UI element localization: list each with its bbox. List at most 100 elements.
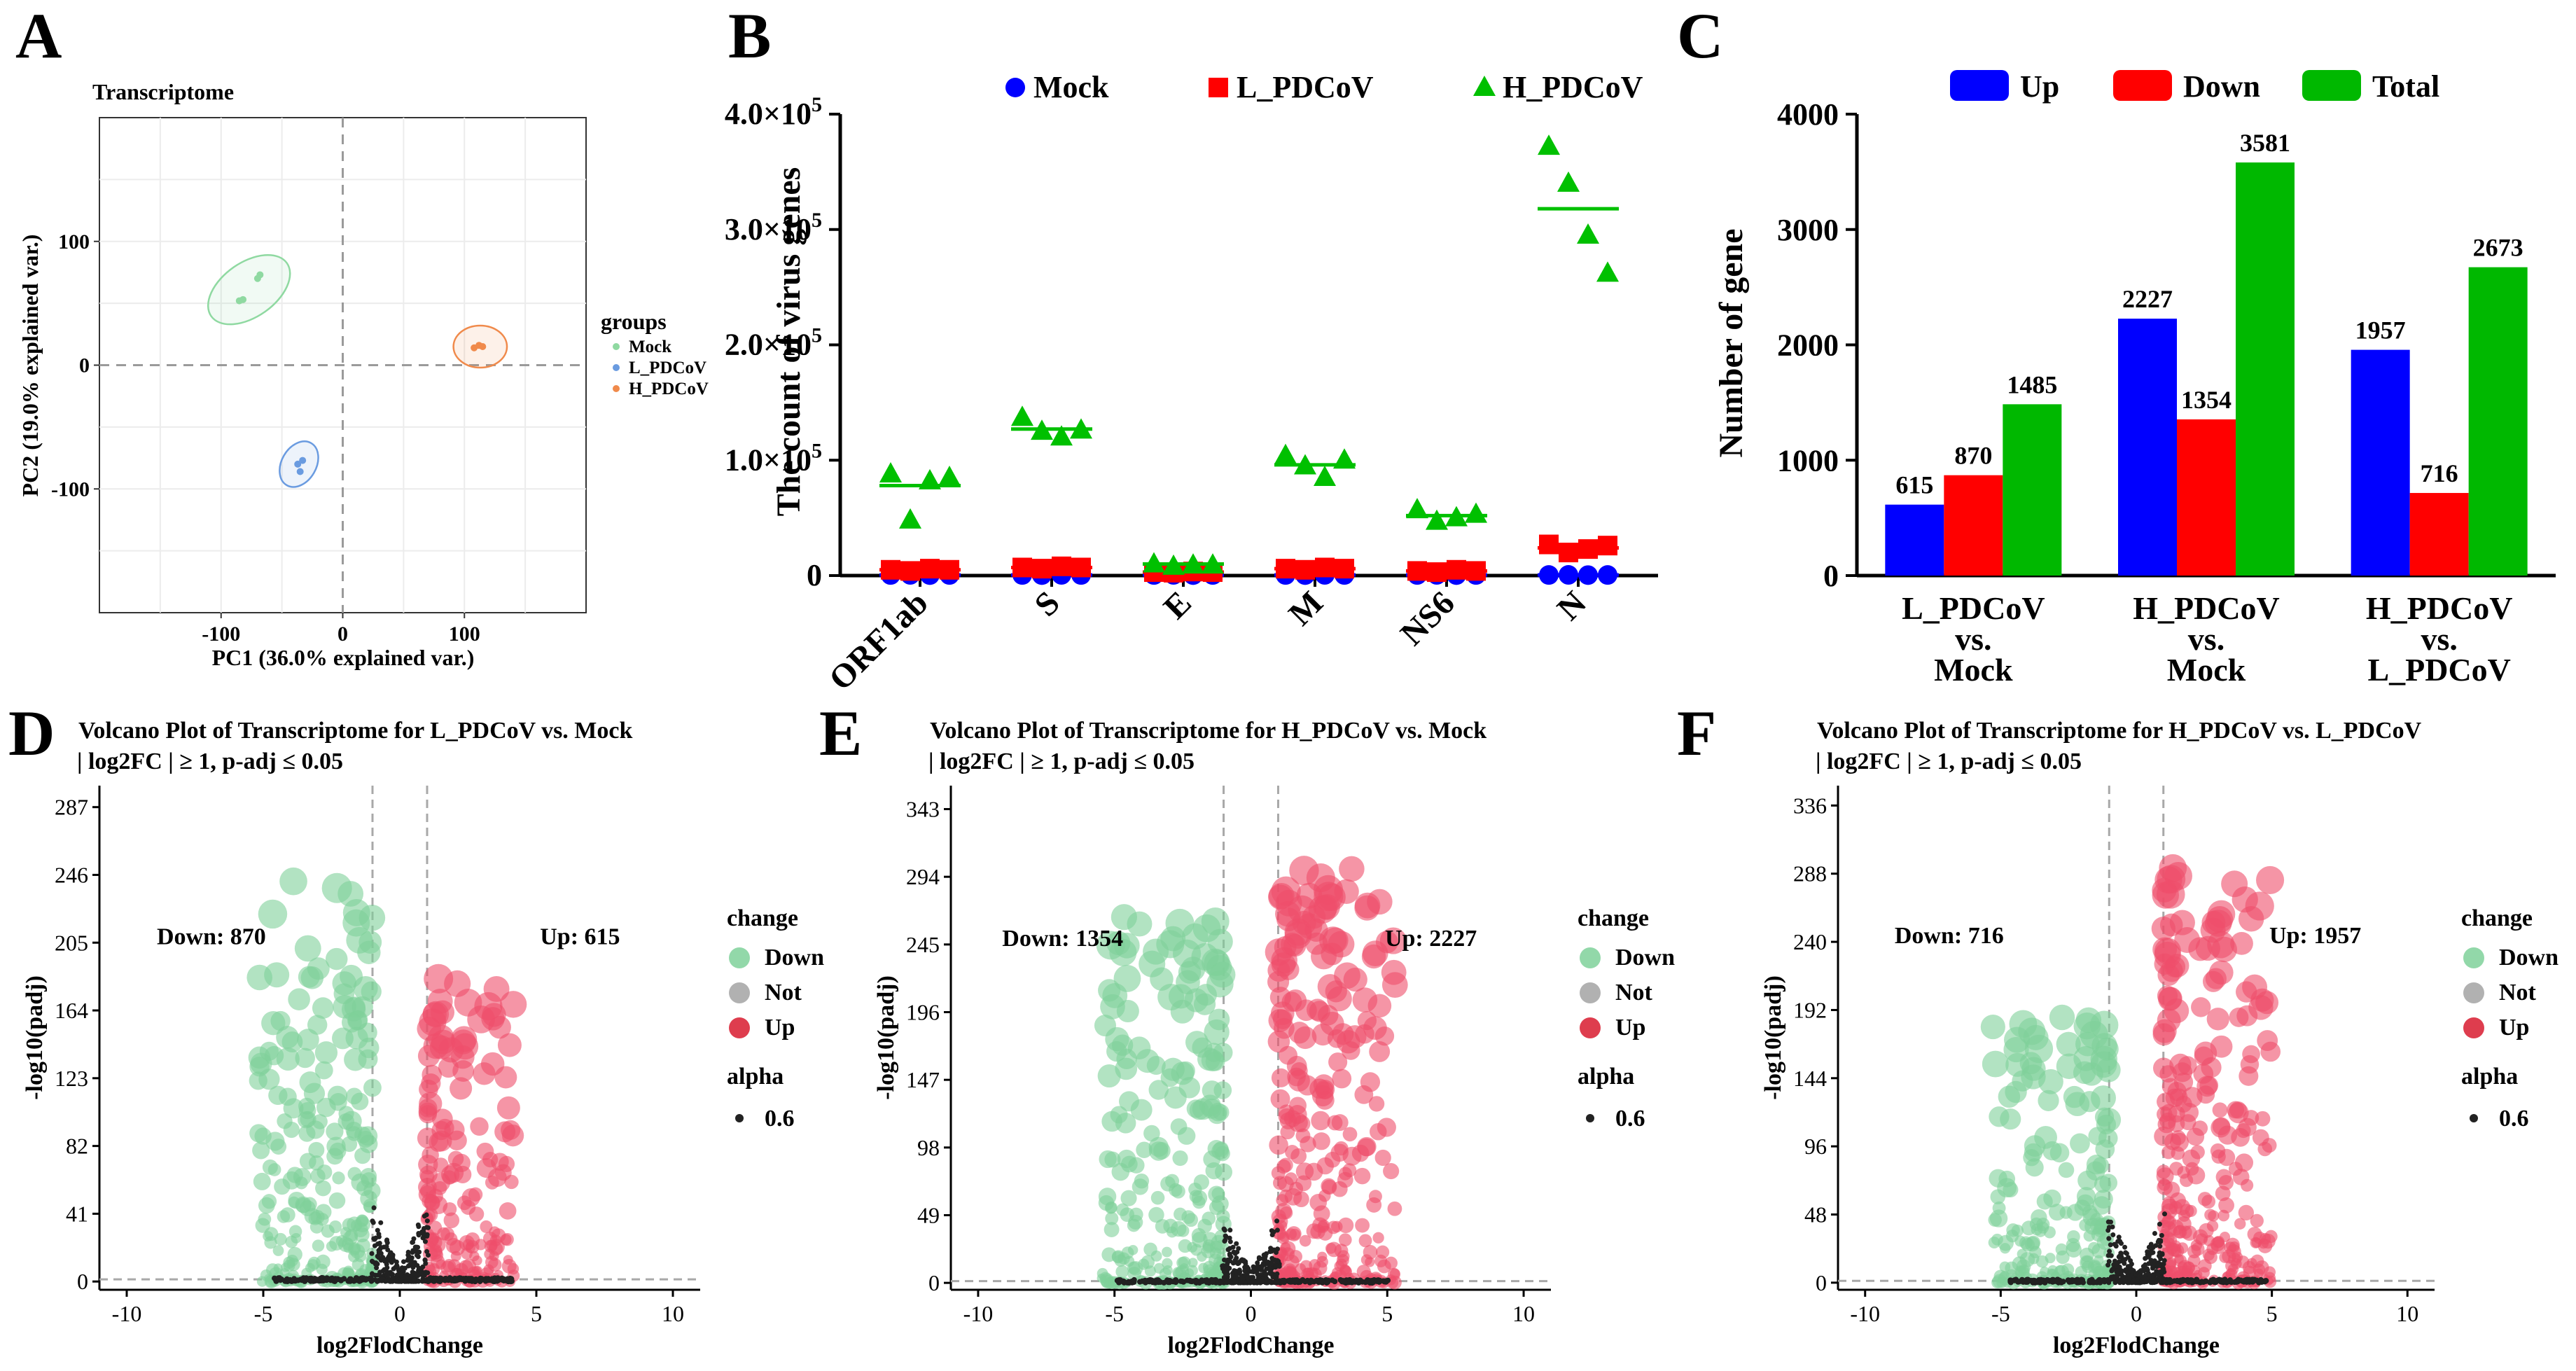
volcano-point-up xyxy=(2256,865,2285,894)
volcano-point-down xyxy=(2045,1253,2056,1264)
deg-bar-total xyxy=(2003,404,2062,576)
volcano-point-down xyxy=(2024,1237,2040,1252)
volcano-point-down xyxy=(297,1029,319,1051)
volcano-point-up xyxy=(2197,1192,2213,1206)
volcano-point-not xyxy=(2161,1261,2166,1267)
volcano-point-up xyxy=(1352,987,1378,1012)
volcano-point-up xyxy=(2238,1204,2255,1221)
volcano-point-not xyxy=(1237,1259,1242,1265)
volcano-point-up xyxy=(447,1150,464,1167)
volcano-point-down xyxy=(2088,1127,2107,1146)
volcano-legend-swatch xyxy=(1580,1017,1601,1038)
volcano-point-not xyxy=(1368,1278,1374,1284)
volcano-point-down xyxy=(1202,1239,1216,1252)
panel-label-b: B xyxy=(728,0,771,71)
volcano-point-up xyxy=(422,1146,439,1164)
volcano-point-down xyxy=(342,1230,358,1246)
volcano-point-up xyxy=(1276,1159,1291,1174)
volcano-point-not xyxy=(2108,1242,2113,1248)
volcano-point-up xyxy=(447,1130,467,1150)
volcano-ytick-label: 49 xyxy=(917,1202,940,1227)
volcano-point-down xyxy=(1208,1185,1225,1203)
volcano-point-up xyxy=(1276,1194,1289,1206)
deg-legend-label: Up xyxy=(2020,69,2059,104)
volcano-point-down xyxy=(268,1085,288,1106)
volcano-point-not xyxy=(1242,1280,1248,1286)
volcano-subtitle: | log2FC | ≥ 1, p-adj ≤ 0.05 xyxy=(1816,749,2082,774)
volcano-point-down xyxy=(258,899,288,929)
volcano-point-down xyxy=(2058,1162,2075,1178)
volcano-point-not xyxy=(2143,1255,2148,1261)
volcano-point-down xyxy=(2038,1090,2059,1111)
volcano-point-up xyxy=(2190,1145,2205,1160)
volcano-ytick-label: 0 xyxy=(928,1270,940,1295)
volcano-point-not xyxy=(406,1253,412,1259)
volcano-point-up xyxy=(1331,1114,1349,1132)
volcano-point-down xyxy=(1160,1068,1180,1087)
volcano-point-down xyxy=(2023,1149,2040,1167)
volcano-point-not xyxy=(338,1277,344,1283)
volcano-point-down xyxy=(315,1204,332,1220)
volcano-point-down xyxy=(1103,1222,1120,1237)
volcano-legend-title: change xyxy=(1578,905,1649,931)
virus-legend-swatch xyxy=(1209,78,1228,97)
volcano-point-not xyxy=(437,1275,443,1281)
virus-marks xyxy=(879,134,1619,585)
volcano-point-down xyxy=(1209,1199,1225,1216)
virus-point-high xyxy=(1538,134,1560,155)
volcano-point-up xyxy=(499,1202,517,1220)
volcano-point-down xyxy=(2012,1070,2033,1092)
virus-ytick-mantissa: 3.0×10 xyxy=(725,212,812,246)
deg-xtick-label: H_PDCoV xyxy=(2366,590,2513,626)
volcano-point-not xyxy=(1265,1259,1271,1265)
volcano-point-up xyxy=(2243,1265,2257,1279)
volcano-point-up xyxy=(450,1077,473,1100)
volcano-point-down xyxy=(1143,938,1169,965)
volcano-point-not xyxy=(382,1267,387,1272)
virus-legend-label: Mock xyxy=(1033,70,1109,104)
volcano-point-down xyxy=(340,964,363,988)
volcano-point-not xyxy=(457,1276,464,1282)
volcano-point-not xyxy=(422,1272,427,1278)
volcano-point-up xyxy=(2241,1178,2254,1192)
volcano-point-down xyxy=(363,1182,381,1199)
volcano-point-not xyxy=(1227,1227,1233,1233)
volcano-alpha-swatch xyxy=(735,1114,744,1122)
volcano-point-down xyxy=(279,867,307,896)
volcano-point-down xyxy=(1998,1085,2021,1108)
volcano-point-down xyxy=(1135,1049,1160,1073)
volcano-down-label: Down: 870 xyxy=(157,924,266,949)
volcano-point-down xyxy=(316,1164,333,1181)
virus-ylabel: The count of virus genes xyxy=(770,167,807,517)
volcano-point-not xyxy=(1221,1226,1227,1232)
volcano-point-down xyxy=(2095,1037,2119,1061)
deg-bar-label: 1957 xyxy=(2355,316,2406,345)
virus-ytick-exponent: 5 xyxy=(812,324,822,347)
volcano-point-not xyxy=(417,1249,422,1255)
deg-legend-label: Total xyxy=(2372,69,2439,104)
volcano-point-not xyxy=(2157,1221,2162,1227)
volcano-point-not xyxy=(2158,1238,2164,1244)
volcano-point-up xyxy=(507,1262,520,1275)
volcano-point-down xyxy=(1170,1118,1188,1135)
volcano-point-not xyxy=(2209,1277,2215,1283)
volcano-point-up xyxy=(2215,1185,2231,1202)
volcano-point-not xyxy=(479,1276,485,1282)
pca-point-l_pdcov xyxy=(296,468,304,475)
volcano-point-down xyxy=(342,1012,362,1033)
deg-bar-label: 870 xyxy=(1954,442,1992,470)
volcano-point-not xyxy=(485,1276,492,1282)
volcano-xtick-label: -5 xyxy=(1105,1301,1124,1326)
volcano-point-up xyxy=(2169,1132,2189,1152)
volcano-point-down xyxy=(1148,1141,1169,1161)
volcano-ytick-label: 343 xyxy=(906,797,940,822)
volcano-point-not xyxy=(422,1213,427,1219)
volcano-point-not xyxy=(2136,1280,2141,1286)
volcano-point-up xyxy=(1297,1075,1318,1096)
volcano-point-up xyxy=(1321,1178,1337,1195)
volcano-point-down xyxy=(294,935,321,962)
volcano-point-not xyxy=(374,1265,380,1271)
volcano-point-not xyxy=(2049,1279,2056,1285)
volcano-point-up xyxy=(480,1052,505,1076)
volcano-point-not xyxy=(1263,1272,1269,1277)
